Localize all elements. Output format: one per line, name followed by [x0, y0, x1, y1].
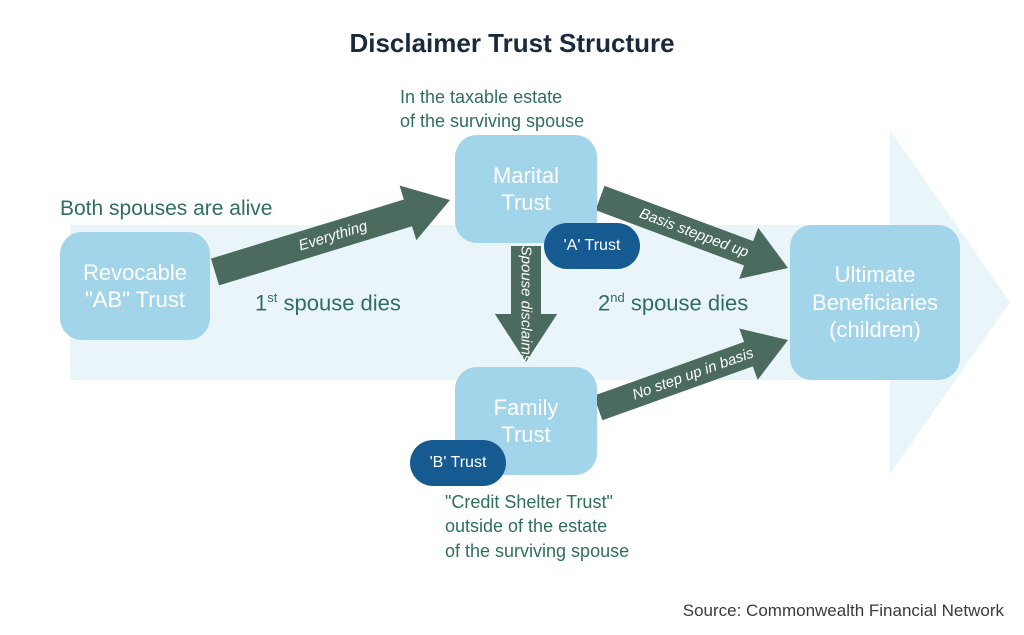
edge-label-disclaims: Spouse disclaims — [518, 246, 535, 363]
node-ultimate-beneficiaries: UltimateBeneficiaries(children) — [790, 225, 960, 380]
diagram-stage: Disclaimer Trust Structure Revocable"AB"… — [0, 0, 1024, 635]
source-credit: Source: Commonwealth Financial Network — [683, 601, 1004, 621]
diagram-title: Disclaimer Trust Structure — [0, 0, 1024, 59]
annotation-in-taxable: In the taxable estateof the surviving sp… — [400, 85, 584, 134]
phase-first-spouse-dies: 1st spouse dies — [255, 290, 401, 316]
badge-a-trust: 'A' Trust — [544, 223, 640, 269]
badge-b-trust: 'B' Trust — [410, 440, 506, 486]
annotation-credit-shelter: "Credit Shelter Trust"outside of the est… — [445, 490, 629, 563]
annotation-both-alive: Both spouses are alive — [60, 195, 272, 223]
node-revocable-trust: Revocable"AB" Trust — [60, 232, 210, 340]
phase-second-spouse-dies: 2nd spouse dies — [598, 290, 748, 316]
